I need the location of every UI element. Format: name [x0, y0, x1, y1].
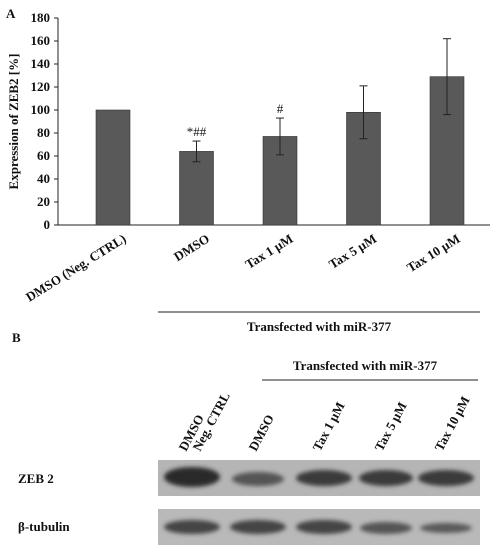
panel-label: A: [6, 6, 16, 21]
x-tick-label: DMSO: [171, 231, 212, 264]
y-tick-label: 140: [31, 56, 51, 71]
x-tick-label: DMSO (Neg. CTRL): [23, 231, 129, 305]
y-axis-label: Expression of ZEB2 [%]: [6, 54, 21, 190]
row-label: ZEB 2: [18, 471, 54, 486]
group-label: Transfected with miR-377: [247, 319, 392, 334]
lane-label: Tax 5 µM: [371, 399, 409, 453]
x-tick-label: Tax 10 µM: [404, 231, 463, 275]
y-tick-label: 80: [37, 125, 50, 140]
row-label: β-tubulin: [18, 519, 70, 534]
y-tick-label: 60: [37, 148, 50, 163]
bar: [95, 109, 131, 226]
annotation: #: [277, 101, 284, 116]
bar: [179, 151, 214, 226]
y-tick-label: 20: [37, 194, 50, 209]
annotation: *##: [187, 124, 207, 139]
y-tick-label: 100: [31, 102, 51, 117]
y-tick-label: 160: [31, 33, 51, 48]
group-label: Transfected with miR-377: [293, 358, 438, 373]
blot-bands: [164, 467, 474, 534]
lane-label: Tax 1 µM: [309, 399, 347, 453]
y-tick-label: 40: [37, 171, 50, 186]
y-tick-label: 120: [31, 79, 51, 94]
panel-label: B: [12, 330, 21, 345]
x-tick-label: Tax 1 µM: [242, 231, 295, 272]
lane-label: DMSO: [245, 412, 277, 453]
lane-label: Tax 10 µM: [431, 394, 472, 454]
y-tick-label: 180: [31, 10, 51, 25]
x-tick-label: Tax 5 µM: [326, 231, 379, 272]
y-tick-label: 0: [44, 217, 51, 232]
